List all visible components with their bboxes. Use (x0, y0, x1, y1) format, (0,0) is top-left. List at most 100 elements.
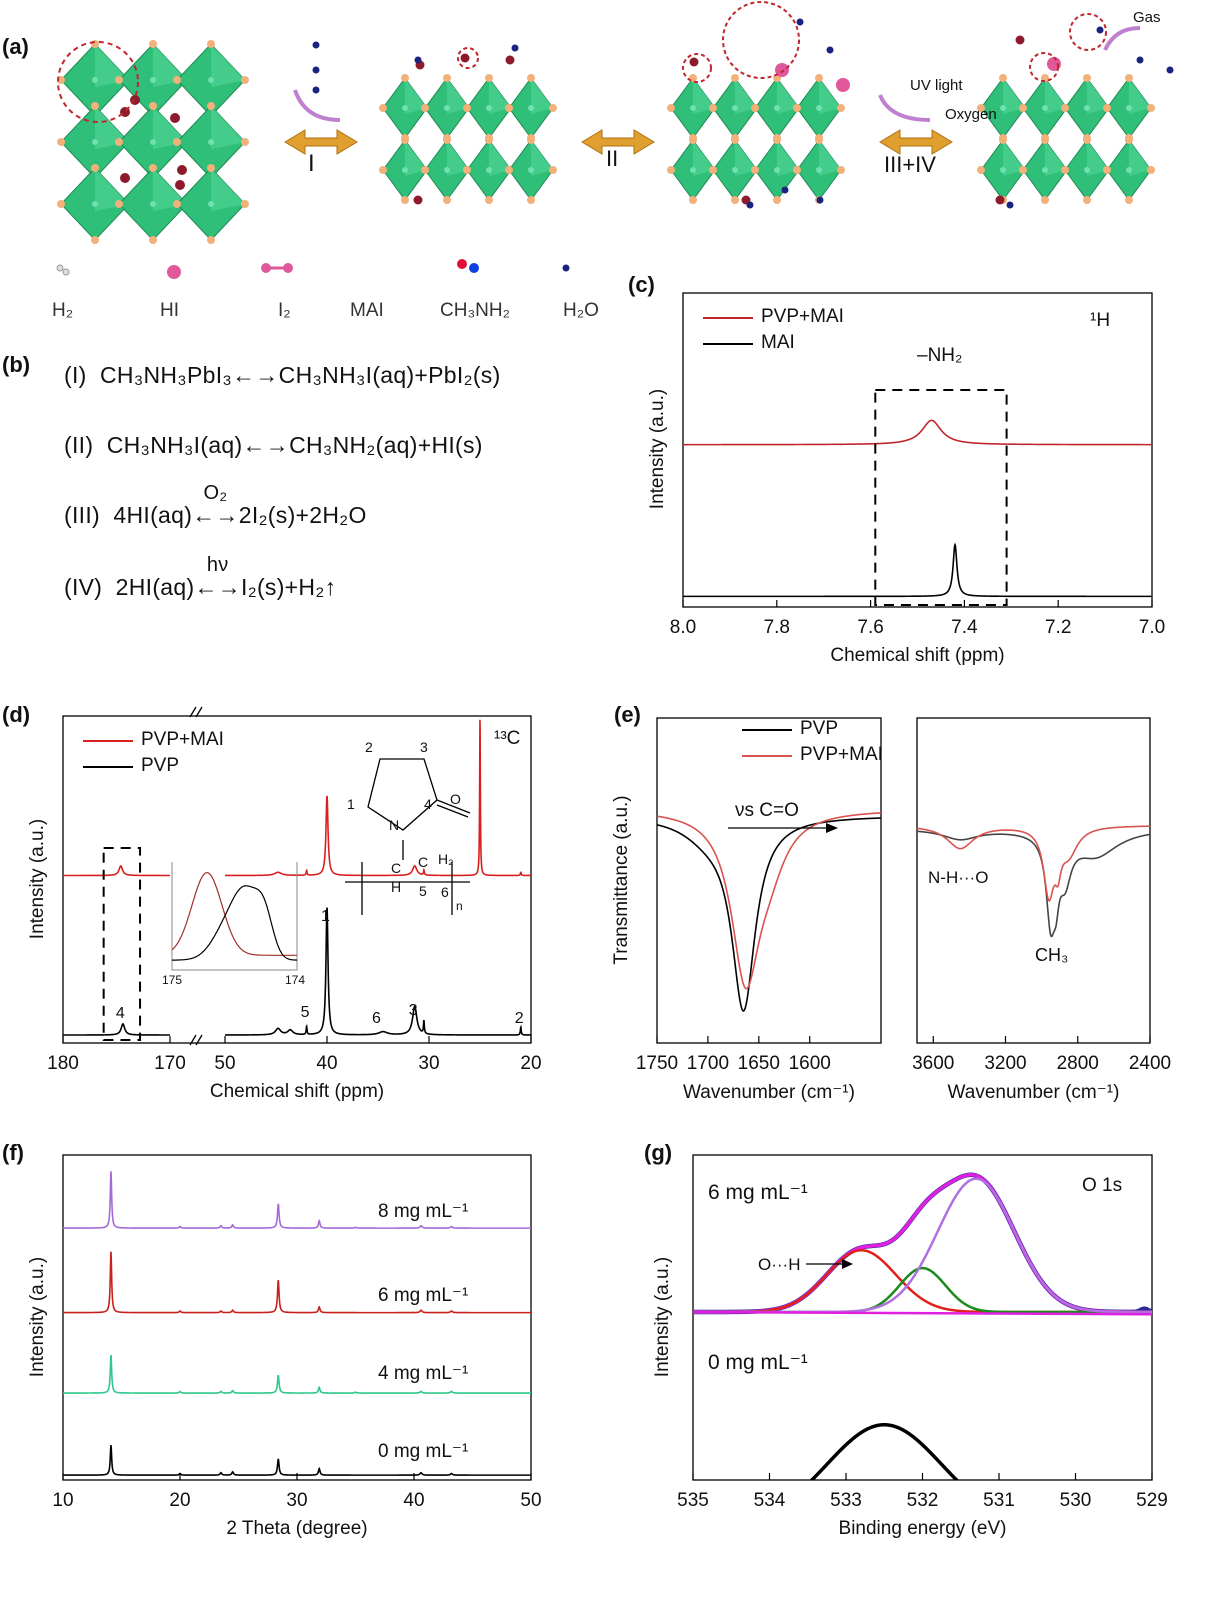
structure-atom-label: 5 (419, 883, 427, 899)
legend-label: PVP (800, 718, 839, 739)
structure-atom-label: H (391, 879, 402, 895)
equation-number: (I) (64, 362, 87, 388)
structure-atom-label: 2 (365, 739, 373, 755)
equation-products: CH₃NH₃I(aq)+PbI₂(s) (278, 362, 501, 388)
peak-label: 1 (321, 908, 330, 925)
series-line-pvp-mai (683, 419, 1152, 446)
nh2-label: –NH₂ (917, 345, 963, 366)
peak-label: 4 (115, 1005, 125, 1022)
highlight-circle (722, 1, 800, 79)
chart-0 (682, 292, 1153, 608)
equation-2: (II) CH₃NH₃I(aq)←→ CH₃NH₂(aq)+HI(s) (64, 432, 483, 459)
hi-molecule-icon (167, 265, 181, 279)
iodide-corner (443, 196, 451, 204)
structure-atom-label: 3 (420, 739, 428, 755)
plot-frame (656, 717, 882, 1044)
y-axis-label: Intensity (a.u.) (27, 818, 48, 939)
equation-reactants: 2HI(aq) (115, 574, 195, 600)
iodide-corner (773, 196, 781, 204)
x-tick-label: 1700 (686, 1053, 730, 1074)
highlight-circle (682, 53, 712, 83)
iodide-corner (241, 200, 249, 208)
iodide-corner (115, 138, 123, 146)
iodide-corner (977, 166, 985, 174)
step-label-3: III+IV (884, 152, 936, 177)
iodide-corner (149, 164, 157, 172)
iodide-corner (1147, 166, 1155, 174)
x-axis-label: 2 Theta (degree) (226, 1518, 368, 1539)
iodide-corner (1125, 136, 1133, 144)
x-tick-label: 50 (214, 1053, 236, 1074)
iodide-corner (485, 196, 493, 204)
highlight-circle (457, 47, 479, 69)
equation-4: (IV) 2HI(aq)←→ hν I₂(s)+H₂↑ (64, 554, 336, 601)
iodide-corner (207, 40, 215, 48)
gas-label: Gas (1133, 9, 1161, 26)
octahedron (173, 40, 249, 120)
legend-mai: MAI (350, 300, 384, 321)
iodide-corner (463, 104, 471, 112)
pvp-structure (345, 758, 471, 915)
iodide-corner (149, 40, 157, 48)
water-molecule (312, 66, 320, 74)
y-axis-label: Intensity (a.u.) (27, 1256, 48, 1377)
x-tick-label: 7.6 (857, 617, 884, 638)
equation-number: (II) (64, 432, 94, 458)
h2o-molecule-icon (562, 264, 570, 272)
equation-products: CH₃NH₂(aq)+HI(s) (289, 432, 483, 458)
iodide-corner (173, 200, 181, 208)
iodide-corner (527, 196, 535, 204)
iodide-corner (91, 236, 99, 244)
y-axis-label: Intensity (a.u.) (647, 388, 668, 510)
iodide-corner (1019, 104, 1027, 112)
equation-reactants: CH₃NH₃I(aq) (106, 432, 243, 458)
iodide-corner (241, 138, 249, 146)
concentration-label: 0 mg mL⁻¹ (708, 1351, 808, 1374)
x-tick-label: 7.0 (1138, 617, 1166, 638)
iodide-corner (709, 104, 717, 112)
chart-2 (656, 717, 882, 1044)
equation-number: (IV) (64, 574, 103, 600)
series-line-mai (683, 542, 1152, 598)
iodide-corner (837, 166, 845, 174)
highlight-box (874, 389, 1008, 606)
iodide-corner (57, 138, 65, 146)
octahedron (173, 164, 249, 244)
octahedron (421, 136, 473, 204)
equation-reactants: CH₃NH₃PbI₃ (100, 362, 233, 388)
x-tick-label: 30 (418, 1053, 440, 1074)
iodide-corner (1061, 166, 1069, 174)
panel-label-a: (a) (2, 34, 29, 59)
octahedron (173, 102, 249, 182)
nucleus-label: ¹H (1090, 310, 1111, 331)
iodide-corner (751, 166, 759, 174)
structure-atom-label: 1 (347, 796, 355, 812)
plot-frame (62, 715, 532, 1044)
inset-series-line (172, 885, 297, 961)
legend-h2: H₂ (52, 300, 74, 321)
iodide-corner (149, 236, 157, 244)
inset-series-line (171, 872, 297, 956)
iodide-corner (505, 166, 513, 174)
series-line-pvp-mai (917, 825, 1150, 902)
water-molecule (746, 201, 754, 209)
structure-atom-label: C (391, 860, 402, 876)
highlight-circle (57, 41, 139, 123)
octahedron (793, 136, 845, 204)
octahedron (1103, 136, 1155, 204)
reversible-arrow: ←→ (232, 362, 279, 389)
orbital-label: O 1s (1082, 1175, 1123, 1196)
oxygen-label: Oxygen (945, 106, 997, 123)
iodide-ion (995, 195, 1005, 205)
iodide-corner (401, 196, 409, 204)
x-tick-label: 40 (316, 1053, 338, 1074)
x-tick-label: 180 (47, 1053, 79, 1074)
degradation-schematic (57, 1, 1174, 244)
ch3nh2-molecule-icon (457, 259, 467, 269)
panel-label-f: (f) (2, 1140, 24, 1165)
iodide-corner (731, 74, 739, 82)
panel-label-c: (c) (628, 272, 655, 297)
series-line-0-mg-ml-data (809, 1423, 960, 1480)
iodide-corner (1103, 104, 1111, 112)
